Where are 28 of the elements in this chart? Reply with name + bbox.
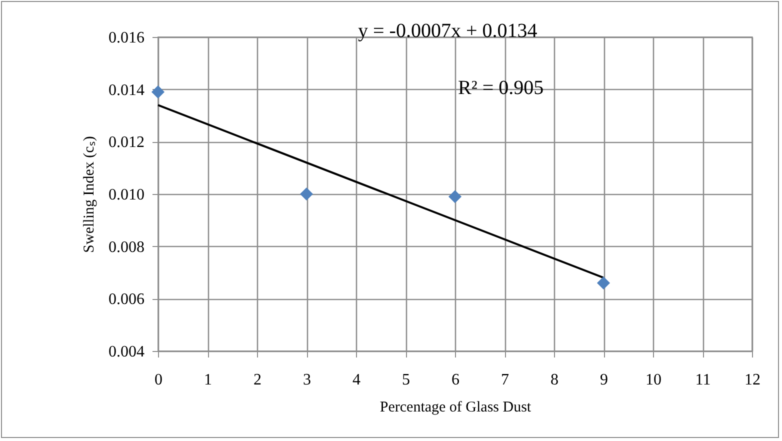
- x-axis-title: Percentage of Glass Dust: [380, 400, 532, 416]
- x-tick-label: 10: [646, 372, 662, 388]
- x-tick-label: 8: [550, 372, 558, 388]
- x-tick-label: 11: [695, 372, 711, 388]
- annotation: y = -0.0007x + 0.0134: [358, 20, 538, 42]
- point: [151, 85, 165, 98]
- point: [596, 276, 610, 290]
- x-tick-label: 9: [600, 372, 608, 388]
- x-tick-label: 6: [452, 372, 460, 388]
- x-tick-label: 3: [303, 372, 311, 388]
- x-tick-label: 0: [154, 372, 162, 388]
- point: [448, 190, 462, 204]
- y-tick-label: 0.004: [108, 344, 144, 360]
- x-tick-label: 12: [744, 372, 760, 388]
- y-axis-title: Swelling Index (cₛ): [82, 136, 98, 253]
- x-tick-label: 7: [501, 372, 509, 388]
- y-tick-label: 0.008: [108, 238, 144, 256]
- x-tick-label: 4: [352, 372, 360, 388]
- point: [300, 187, 314, 201]
- x-tick-label: 2: [254, 372, 262, 388]
- y-tick-label: 0.016: [108, 30, 144, 46]
- y-tick-label: 0.014: [108, 82, 144, 99]
- annotation: R² = 0.905: [458, 77, 544, 99]
- y-tick-label: 0.010: [108, 186, 144, 204]
- y-tick-label: 0.012: [108, 134, 144, 152]
- x-tick-label: 5: [402, 372, 410, 388]
- y-tick-label: 0.006: [108, 291, 144, 308]
- x-tick-label: 1: [204, 372, 212, 388]
